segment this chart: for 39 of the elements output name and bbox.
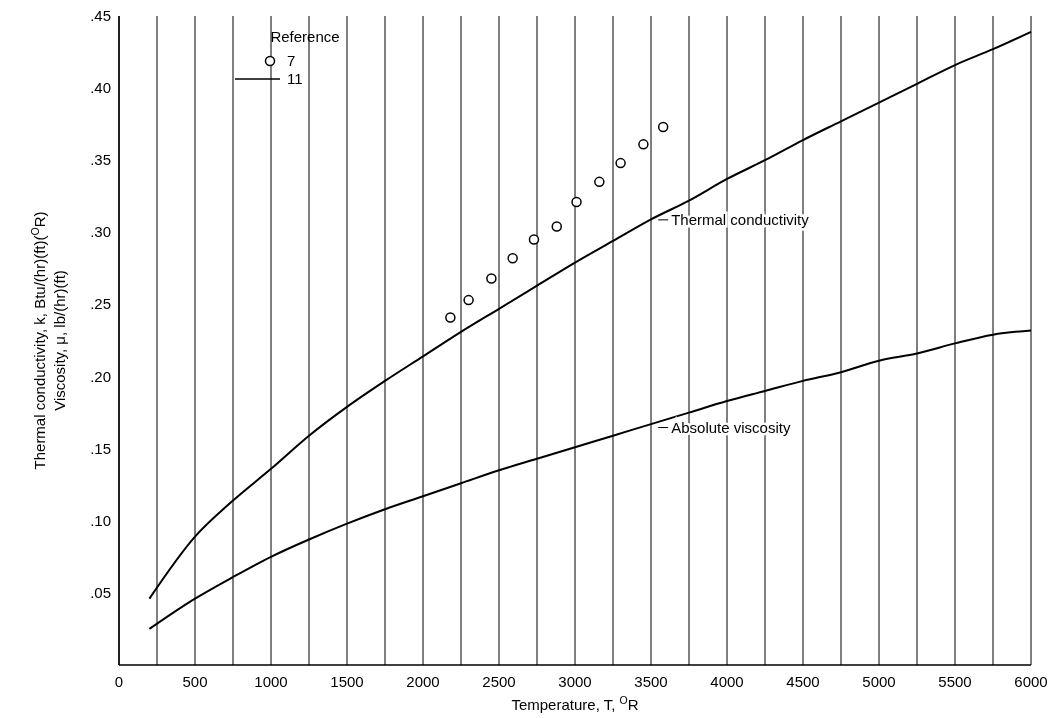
x-tick-label: 3500 [634, 673, 668, 690]
y-tick-label: .35 [90, 151, 111, 169]
point [638, 139, 649, 150]
x-tick-label: 5500 [938, 673, 972, 690]
point [657, 121, 669, 133]
y-tick-label: .45 [90, 7, 111, 24]
x-tick-label: 2500 [482, 673, 516, 690]
annotation: Thermal conductivity [671, 210, 810, 228]
legend-label: 7 [287, 52, 296, 69]
point [445, 312, 456, 323]
x-tick-label: 500 [182, 673, 208, 690]
y-tick-label: .05 [90, 583, 111, 601]
point [615, 157, 626, 169]
x-axis-title: Temperature, T, $^{O}$R [511, 694, 639, 713]
legend-label: 11 [287, 70, 303, 87]
x-tick-label: 0 [114, 673, 124, 690]
x-tick-label: 1500 [330, 673, 364, 690]
legend-title: Reference [270, 28, 340, 45]
x-tick-label: 6000 [1014, 673, 1048, 690]
point [486, 273, 497, 284]
y-tick-label: .25 [90, 295, 111, 313]
point [594, 176, 605, 188]
x-tick-label: 1000 [254, 673, 288, 690]
x-tick-label: 2000 [406, 673, 440, 690]
y-tick-label: .15 [90, 439, 111, 457]
y-tick-label: .40 [90, 79, 111, 97]
x-tick-label: 5000 [862, 673, 896, 690]
y-tick-label: .20 [90, 367, 111, 385]
point [507, 253, 518, 264]
annotation: Absolute viscosity [671, 418, 791, 436]
x-tick-label: 4000 [710, 673, 744, 690]
x-tick-label: 3000 [558, 673, 592, 690]
point [551, 221, 563, 232]
point [463, 294, 474, 306]
y-tick-label: .10 [90, 511, 111, 529]
point [528, 234, 540, 245]
x-tick-label: 4500 [786, 673, 820, 690]
point [571, 196, 582, 208]
y-tick-label: .30 [90, 223, 111, 241]
